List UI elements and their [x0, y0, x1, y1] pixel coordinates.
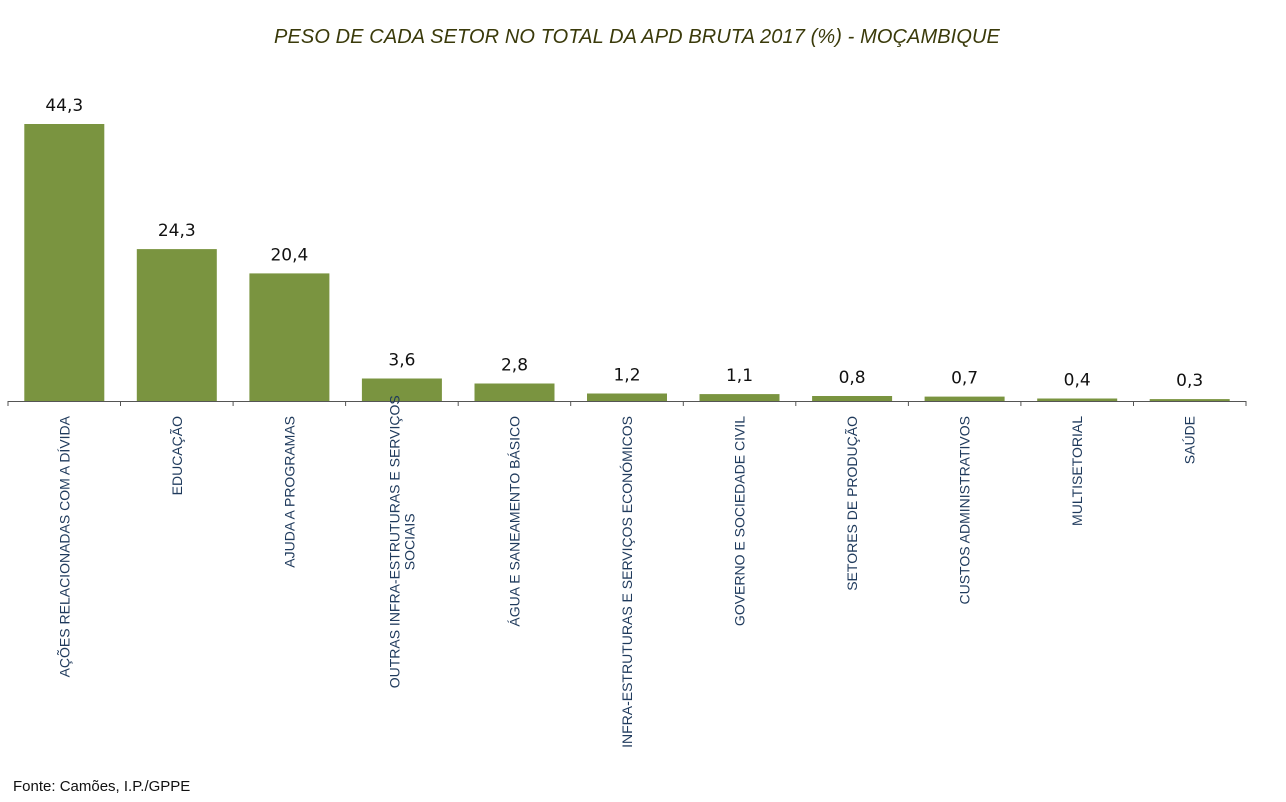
bar-7 [812, 396, 893, 401]
bar-5 [587, 393, 667, 401]
category-label-1: EDUCAÇÃO [169, 416, 185, 495]
value-labels: 44,3 24,3 20,4 3,6 2,8 1,2 1,1 0,8 0,7 0,4 0,3 [45, 96, 1203, 391]
bar-8 [924, 396, 1005, 401]
category-labels: AÇÕES RELACIONADAS COM A DÍVIDA EDUCAÇÃO A… [56, 395, 1197, 748]
value-label-0: 44,3 [45, 96, 83, 116]
value-label-4: 2,8 [501, 356, 528, 376]
value-label-3: 3,6 [388, 351, 415, 371]
bar-6 [699, 394, 780, 401]
category-label-0: AÇÕES RELACIONADAS COM A DÍVIDA [56, 415, 72, 677]
category-label-9: MULTISETORIAL [1069, 416, 1085, 526]
value-label-7: 0,8 [839, 368, 866, 388]
category-label-6: GOVERNO E SOCIEDADE CIVIL [732, 416, 748, 626]
category-label-10: SAÚDE [1182, 416, 1198, 464]
bar-1 [136, 249, 217, 401]
bar-3 [361, 378, 442, 401]
chart-title: PESO DE CADA SETOR NO TOTAL DA APD BRUTA… [274, 26, 1000, 48]
value-label-2: 20,4 [270, 245, 308, 265]
category-label-7: SETORES DE PRODUÇÃO [844, 416, 860, 591]
bar-2 [249, 273, 330, 401]
value-label-10: 0,3 [1176, 371, 1203, 391]
bar-0 [24, 124, 105, 401]
value-label-8: 0,7 [951, 369, 978, 389]
value-label-6: 1,1 [726, 366, 753, 386]
category-label-3: OUTRAS INFRA-ESTRUTURAS E SERVIÇOSSOCIAI… [386, 395, 417, 688]
category-label-5: INFRA-ESTRUTURAS E SERVIÇOS ECONÓMICOS [619, 416, 635, 748]
x-axis [7, 401, 1247, 406]
value-label-1: 24,3 [158, 221, 196, 241]
category-label-4: ÁGUA E SANEAMENTO BÁSICO [507, 416, 523, 627]
bars-layer [24, 124, 1230, 401]
source-note: Fonte: Camões, I.P./GPPE [13, 778, 191, 795]
bar-4 [474, 383, 555, 401]
bar-9 [1037, 398, 1118, 401]
category-label-2: AJUDA A PROGRAMAS [281, 416, 297, 568]
category-label-8: CUSTOS ADMINISTRATIVOS [957, 416, 973, 605]
value-label-9: 0,4 [1064, 371, 1091, 391]
bar-10 [1149, 399, 1230, 401]
value-label-5: 1,2 [613, 366, 640, 386]
